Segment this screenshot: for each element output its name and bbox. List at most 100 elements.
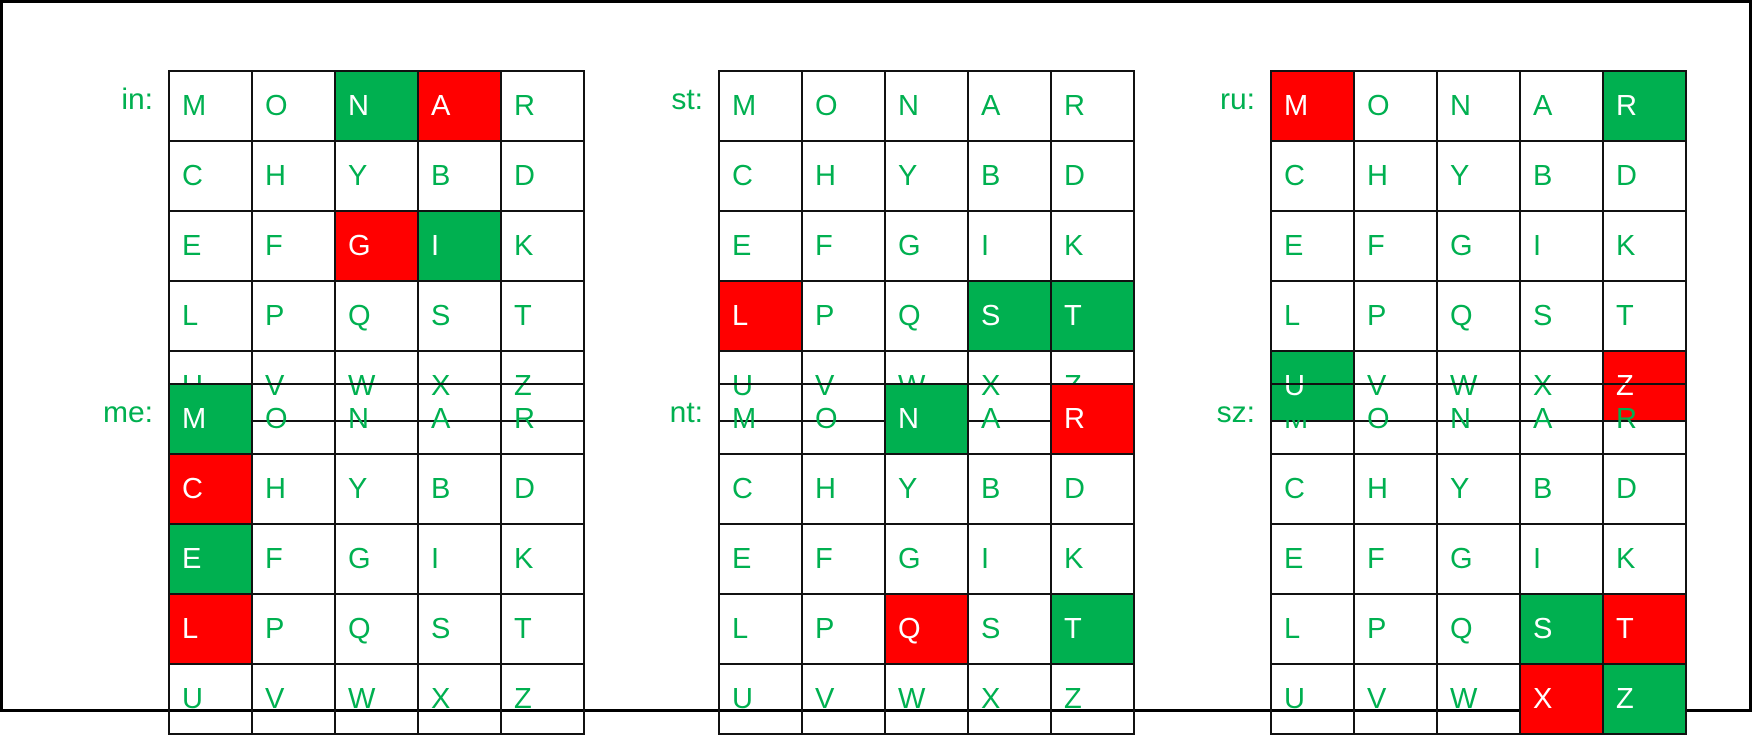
grid-cell: O [253, 72, 336, 142]
grid-cell: X [969, 665, 1052, 735]
grid-cell: Z [502, 665, 585, 735]
grid-cell: L [170, 595, 253, 665]
grid-cell: Q [336, 595, 419, 665]
grid-cell: I [969, 212, 1052, 282]
grid-cell: O [1355, 72, 1438, 142]
grid-cell: P [253, 282, 336, 352]
grid-cell: H [1355, 142, 1438, 212]
grid-cell: N [1438, 385, 1521, 455]
grid-cell: B [1521, 455, 1604, 525]
grid-cell: B [969, 455, 1052, 525]
grid-cell: Y [1438, 455, 1521, 525]
grid-cell: G [336, 525, 419, 595]
grid-cell: W [1438, 665, 1521, 735]
grid-cell: C [1272, 455, 1355, 525]
grid-cell: R [1052, 385, 1135, 455]
grid-cell: T [1052, 595, 1135, 665]
grid-cell: O [803, 385, 886, 455]
grid-cell: B [419, 142, 502, 212]
grid-cell: A [969, 385, 1052, 455]
panel-label: in: [121, 83, 153, 116]
grid-cell: Y [336, 142, 419, 212]
grid-cell: S [1521, 595, 1604, 665]
grid-cell: N [336, 72, 419, 142]
grid-cell: I [1521, 525, 1604, 595]
grid-cell: N [1438, 72, 1521, 142]
grid-cell: Z [1052, 665, 1135, 735]
grid-cell: Q [886, 595, 969, 665]
grid-cell: I [419, 525, 502, 595]
grid-cell: P [1355, 282, 1438, 352]
grid-cell: Y [886, 142, 969, 212]
grid-cell: F [803, 525, 886, 595]
grid-cell: Q [1438, 595, 1521, 665]
grid-cell: R [1604, 385, 1687, 455]
grid-cell: V [803, 665, 886, 735]
grid-cell: M [720, 72, 803, 142]
grid-cell: O [253, 385, 336, 455]
grid-cell: Q [886, 282, 969, 352]
grid-cell: I [969, 525, 1052, 595]
grid-cell: Q [336, 282, 419, 352]
figure-frame [0, 0, 1752, 712]
grid-cell: T [1604, 282, 1687, 352]
grid-cell: E [170, 525, 253, 595]
grid-cell: F [1355, 525, 1438, 595]
grid-cell: A [1521, 385, 1604, 455]
grid-cell: L [1272, 282, 1355, 352]
grid-cell: T [502, 595, 585, 665]
grid-cell: M [720, 385, 803, 455]
grid-cell: C [170, 142, 253, 212]
grid-cell: F [253, 525, 336, 595]
panel-label: me: [102, 396, 153, 429]
grid-cell: A [1521, 72, 1604, 142]
grid-cell: C [720, 455, 803, 525]
grid-cell: P [803, 282, 886, 352]
panel-label: st: [671, 83, 703, 116]
grid-cell: E [1272, 212, 1355, 282]
grid-cell: X [419, 665, 502, 735]
grid-cell: H [1355, 455, 1438, 525]
grid-cell: S [969, 282, 1052, 352]
grid-cell: M [1272, 72, 1355, 142]
grid-cell: D [502, 142, 585, 212]
grid-cell: W [336, 665, 419, 735]
grid-cell: W [886, 665, 969, 735]
grid-cell: R [502, 385, 585, 455]
panel-label: nt: [669, 396, 703, 429]
grid-cell: M [170, 72, 253, 142]
grid-cell: U [1272, 665, 1355, 735]
grid-cell: K [1604, 212, 1687, 282]
grid-cell: U [1272, 352, 1355, 422]
panel-label: ru: [1219, 83, 1255, 116]
grid-cell: H [803, 455, 886, 525]
grid-cell: N [336, 385, 419, 455]
grid-cell: S [419, 595, 502, 665]
panel-label: sz: [1216, 396, 1255, 429]
grid-cell: K [1052, 525, 1135, 595]
grid-cell: Y [886, 455, 969, 525]
grid-cell: R [1052, 72, 1135, 142]
grid-cell: A [419, 72, 502, 142]
grid-cell: S [969, 595, 1052, 665]
grid-cell: B [969, 142, 1052, 212]
grid-cell: F [253, 212, 336, 282]
grid-cell: V [1355, 665, 1438, 735]
grid-cell: G [886, 212, 969, 282]
grid-cell: E [170, 212, 253, 282]
grid-cell: S [1521, 282, 1604, 352]
grid-cell: Z [1604, 352, 1687, 422]
grid-cell: K [1604, 525, 1687, 595]
grid-cell: D [1052, 455, 1135, 525]
grid-cell: L [1272, 595, 1355, 665]
grid-cell: O [1355, 385, 1438, 455]
grid-cell: G [1438, 525, 1521, 595]
grid-cell: D [502, 455, 585, 525]
grid-cell: V [253, 665, 336, 735]
grid-cell: Q [1438, 282, 1521, 352]
grid-cell: Z [1604, 665, 1687, 735]
grid-cell: E [720, 525, 803, 595]
